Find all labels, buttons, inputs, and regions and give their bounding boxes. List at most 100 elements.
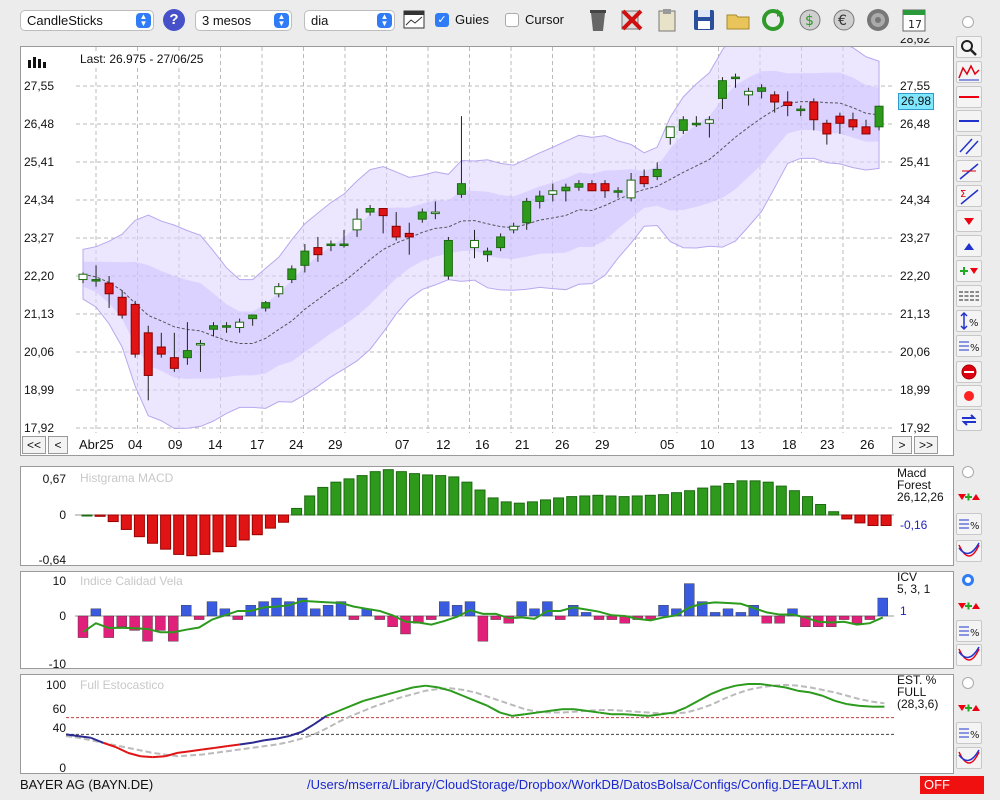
macd-move-button[interactable] <box>956 487 982 509</box>
y-top-clipped: 28,62 <box>900 38 931 46</box>
guides-checkbox[interactable]: ✓ <box>435 13 449 27</box>
nav-last-button[interactable]: >> <box>914 436 938 454</box>
icv-bar <box>168 615 179 642</box>
lines-percent-button[interactable]: % <box>956 335 982 357</box>
refresh-icon[interactable] <box>760 7 786 33</box>
macd-bar <box>133 514 145 538</box>
icv-bar <box>232 615 244 620</box>
euro-icon[interactable]: € <box>831 7 857 33</box>
main-panel-radio[interactable] <box>962 16 974 28</box>
icv-signal-line <box>82 599 884 634</box>
stoch-k-segment <box>549 708 563 712</box>
delete-x-icon[interactable] <box>619 7 645 33</box>
stoch-k-segment <box>847 703 860 707</box>
cursor-checkbox[interactable] <box>505 13 519 27</box>
horizontal-blue-line-button[interactable] <box>956 110 982 132</box>
macd-bar <box>566 496 578 516</box>
stochastic-chart[interactable] <box>66 675 894 773</box>
gear-icon[interactable] <box>865 7 891 33</box>
chart-type-select[interactable]: CandleSticks ▲ ▼ <box>20 10 154 31</box>
x-tick-label: 23 <box>820 437 835 452</box>
icv-percent-button[interactable]: % <box>956 620 982 642</box>
icv-bar <box>555 615 566 620</box>
clipboard-icon[interactable] <box>654 7 680 33</box>
macd-bar <box>173 514 185 555</box>
chart-window-icon[interactable] <box>403 10 425 30</box>
candle-body <box>600 183 610 192</box>
macd-bar <box>605 495 617 516</box>
trendline-button[interactable] <box>956 160 982 182</box>
x-tick-label: 09 <box>168 437 183 452</box>
indicator-button[interactable] <box>956 61 982 83</box>
macd-bar <box>369 471 381 516</box>
macd-bar <box>500 501 512 516</box>
stoch-move-button[interactable] <box>956 698 982 720</box>
macd-bar <box>513 502 525 516</box>
candle-body <box>587 183 597 192</box>
icv-ytick: -10 <box>48 657 66 671</box>
arrow-down-button[interactable] <box>956 210 982 232</box>
range-percent-button[interactable]: % <box>956 310 982 332</box>
currency-cycle-icon[interactable]: $ <box>797 7 823 33</box>
y-tick-left: 17,92 <box>24 421 55 435</box>
stochastic-panel-radio[interactable] <box>962 677 974 689</box>
nav-prev-button[interactable]: < <box>48 436 68 454</box>
stoch-k-segment <box>78 735 91 739</box>
mode-off-badge[interactable]: OFF <box>920 776 984 794</box>
macd-histogram[interactable] <box>75 467 894 565</box>
stoch-k-segment <box>227 743 240 748</box>
horizontal-red-line-button[interactable] <box>956 86 982 108</box>
fibonacci-button[interactable]: Σ <box>956 185 982 207</box>
icv-curve-button[interactable] <box>956 644 982 666</box>
macd-curve-button[interactable] <box>956 540 982 562</box>
candlestick-chart[interactable] <box>21 47 893 433</box>
icv-bar <box>877 597 888 617</box>
candle-body <box>182 350 192 359</box>
icv-bar <box>851 615 863 624</box>
add-remove-button[interactable] <box>956 260 982 282</box>
stoch-curve-button[interactable] <box>956 747 982 769</box>
channel-button[interactable] <box>956 135 982 157</box>
arrow-up-button[interactable] <box>956 235 982 257</box>
icv-panel-radio[interactable] <box>962 574 974 586</box>
y-tick-right: 26,48 <box>900 117 931 131</box>
stoch-k-segment <box>375 693 389 699</box>
save-icon[interactable] <box>691 7 717 33</box>
grid-lines-button[interactable] <box>956 285 982 307</box>
icv-bar <box>684 583 695 617</box>
stoch-k-segment <box>152 755 166 759</box>
nav-first-button[interactable]: << <box>22 436 46 454</box>
macd-percent-button[interactable]: % <box>956 513 982 535</box>
candle-body <box>796 108 806 112</box>
zoom-button[interactable] <box>956 36 982 58</box>
trash-icon[interactable] <box>585 7 611 33</box>
nav-next-button[interactable]: > <box>892 436 912 454</box>
swap-button[interactable] <box>956 409 982 431</box>
open-folder-icon[interactable] <box>725 7 751 33</box>
svg-text:€: € <box>838 13 847 29</box>
record-button[interactable] <box>956 385 982 407</box>
candle-body <box>652 168 662 178</box>
calendar-icon[interactable]: 17 <box>901 7 927 33</box>
curves-icon <box>958 749 980 764</box>
macd-panel-radio[interactable] <box>962 466 974 478</box>
interval-select[interactable]: dia ▲ ▼ <box>304 10 395 31</box>
icv-move-button[interactable] <box>956 596 982 618</box>
config-path-link[interactable]: /Users/mserra/Library/CloudStorage/Dropb… <box>307 777 863 792</box>
current-price-badge: 26,98 <box>898 93 934 110</box>
stoch-k-segment <box>177 750 191 754</box>
macd-bar <box>592 494 604 516</box>
help-icon[interactable]: ? <box>163 9 185 31</box>
icv-chart[interactable] <box>75 572 894 668</box>
icv-legend-line: ICV <box>897 570 918 584</box>
candle-body <box>248 314 258 320</box>
macd-bar <box>775 485 787 516</box>
y-tick-right: 23,27 <box>900 231 931 245</box>
period-select[interactable]: 3 mesos ▲ ▼ <box>195 10 292 31</box>
candle-body <box>117 296 127 316</box>
stoch-percent-button[interactable]: % <box>956 722 982 744</box>
icv-bar <box>400 615 411 635</box>
stop-button[interactable] <box>956 361 982 383</box>
symbol-label: BAYER AG (BAYN.DE) <box>20 777 154 792</box>
candle-body <box>339 243 349 247</box>
